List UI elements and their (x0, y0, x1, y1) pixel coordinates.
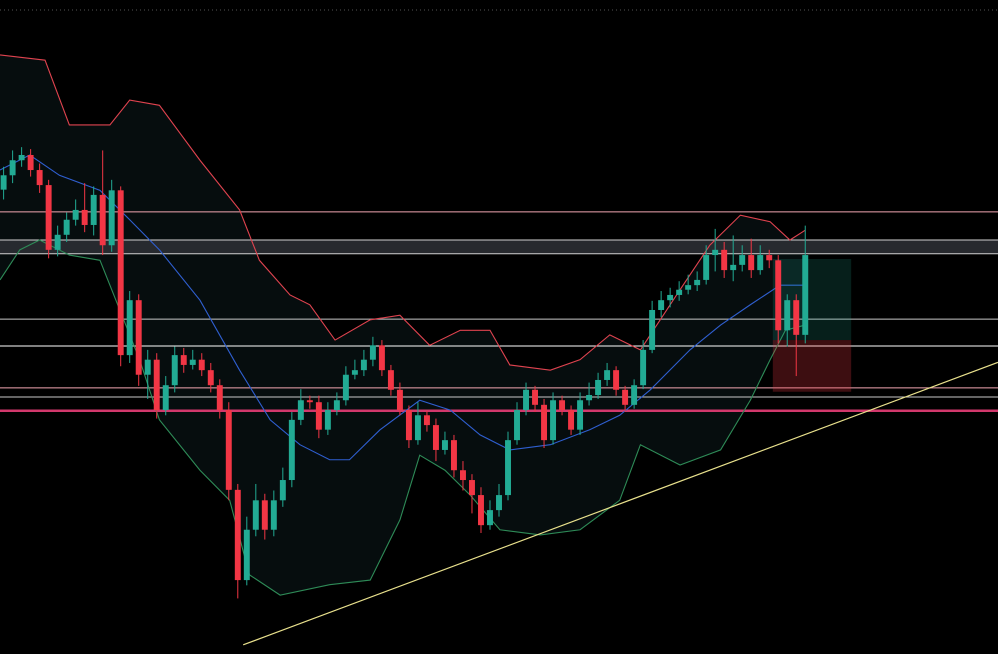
band-fill (0, 54, 806, 596)
candle-body (297, 400, 304, 420)
candle-body (568, 410, 575, 430)
candle-body (90, 194, 97, 225)
candle-body (613, 370, 620, 390)
candle-body (478, 495, 484, 526)
candle-body (694, 279, 701, 286)
candle-body (640, 349, 647, 386)
candle-body (315, 402, 322, 430)
candle-body (703, 255, 710, 280)
candle-body (541, 404, 548, 441)
candle-body (36, 170, 43, 186)
candle-body (387, 370, 394, 390)
candle-body (721, 249, 728, 271)
candle-body (469, 480, 475, 496)
candle-body (306, 400, 313, 403)
candle-body (216, 385, 223, 411)
candle-body (54, 234, 61, 250)
candle-body (730, 264, 737, 271)
candle-body (766, 255, 773, 261)
candle-body (532, 389, 539, 405)
candle-body (243, 529, 250, 581)
candle-body (72, 209, 79, 220)
candle-body (360, 359, 367, 371)
candle-body (342, 374, 349, 401)
candle-body (234, 489, 241, 581)
candle-body (631, 385, 638, 405)
candle-body (423, 415, 430, 426)
candle-body (162, 385, 169, 411)
candle-body (577, 400, 584, 430)
candle-body (505, 440, 511, 496)
candle-body (153, 359, 160, 411)
candle-body (117, 190, 124, 356)
candle-body (351, 370, 358, 375)
candle-body (487, 510, 493, 526)
band-line (0, 54, 806, 371)
candle-body (270, 500, 277, 530)
candle-body (171, 355, 178, 386)
candle-body (378, 345, 385, 371)
candle-body (405, 410, 412, 441)
candle-body (658, 300, 665, 310)
candle-body (99, 194, 106, 246)
candle-body (27, 154, 34, 171)
candle-body (81, 209, 88, 225)
candle-body (369, 345, 376, 360)
candle-body (45, 185, 52, 250)
candle-body (676, 289, 683, 295)
candle-body (135, 300, 142, 375)
candle-body (775, 260, 782, 331)
candle-body (288, 419, 295, 481)
candle-body (604, 370, 611, 380)
candle-body (459, 470, 466, 481)
candle-body (189, 359, 196, 365)
zone (0, 240, 998, 254)
candle-body (667, 294, 674, 301)
candle-body (595, 379, 602, 396)
candle-body (180, 355, 187, 365)
candle-body (523, 389, 529, 411)
candle-body (757, 255, 764, 271)
candle-body (685, 285, 692, 290)
candle-body (441, 440, 448, 450)
candle-body (252, 500, 259, 530)
candle-body (712, 249, 719, 256)
candle-body (108, 190, 115, 246)
candle-body (18, 154, 25, 161)
candle-body (279, 480, 286, 501)
candle-body (622, 389, 629, 405)
trendline (242, 361, 998, 646)
candle-body (432, 425, 439, 450)
candle-body (514, 410, 520, 441)
candle-body (496, 495, 502, 511)
candle-body (559, 400, 566, 411)
candle-body (126, 300, 133, 356)
candle-body (333, 400, 340, 411)
candle-body (793, 300, 800, 335)
candle-body (144, 359, 151, 375)
candle-body (586, 395, 593, 401)
candle-body (63, 219, 70, 235)
candle-body (9, 160, 16, 176)
candle-body (198, 359, 205, 371)
loss-zone (772, 340, 852, 392)
candle-body (225, 410, 232, 490)
candle-body (396, 389, 403, 411)
candle-body (207, 370, 214, 386)
candle-body (450, 440, 457, 471)
candle-body (784, 300, 791, 331)
candle-body (414, 415, 421, 441)
candle-body (739, 255, 746, 265)
candle-body (324, 410, 331, 430)
candle-body (802, 255, 809, 335)
candle-body (0, 175, 7, 190)
candle-body (649, 309, 656, 350)
candle-body (748, 255, 755, 271)
candle-body (261, 500, 268, 530)
candle-body (550, 400, 557, 441)
